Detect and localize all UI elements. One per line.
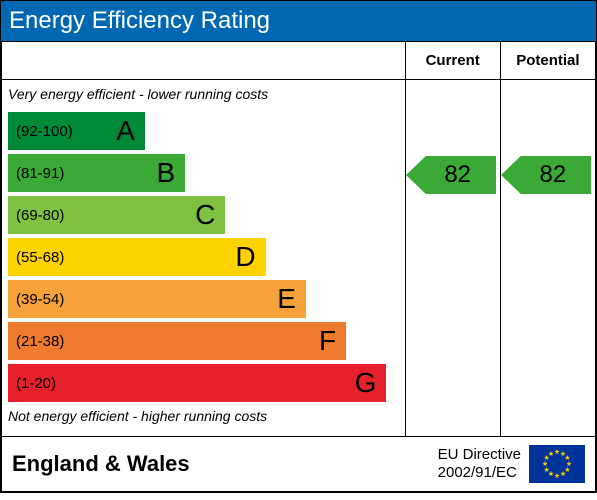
footer: England & Wales EU Directive 2002/91/EC … [2, 437, 595, 491]
current-score: 82 [406, 156, 496, 194]
potential-cell: 82 [500, 80, 595, 437]
band-bar-f: (21-38) F [8, 322, 346, 360]
band-bar-g: (1-20) G [8, 364, 386, 402]
band-range: (92-100) [16, 123, 73, 140]
band-letter: E [277, 283, 306, 315]
band-bar-a: (92-100) A [8, 112, 145, 150]
directive-line2: 2002/91/EC [438, 464, 517, 481]
potential-header: Potential [500, 42, 595, 80]
eu-star-icon: ★ [560, 470, 566, 478]
current-cell: 82 [405, 80, 500, 437]
band-bar-e: (39-54) E [8, 280, 306, 318]
region-label: England & Wales [12, 451, 438, 477]
band-letter: G [355, 367, 387, 399]
band-letter: C [195, 199, 225, 231]
current-header: Current [405, 42, 500, 80]
epc-chart: Energy Efficiency Rating Current Potenti… [0, 0, 597, 493]
bars-host: (92-100) A (81-91) B (69-80) C (55-68) D (39-54)… [2, 112, 405, 402]
eu-star-icon: ★ [554, 472, 560, 480]
bars-header-cell [2, 42, 406, 80]
bars-cell: Very energy efficient - lower running co… [2, 80, 406, 437]
rating-table: Current Potential Very energy efficient … [1, 41, 596, 492]
band-range: (55-68) [16, 249, 64, 266]
band-letter: D [235, 241, 265, 273]
directive-label: EU Directive 2002/91/EC [438, 446, 521, 482]
potential-score: 82 [501, 156, 591, 194]
band-letter: B [156, 157, 185, 189]
band-letter: A [116, 115, 145, 147]
band-bar-c: (69-80) C [8, 196, 225, 234]
potential-arrow: 82 [501, 156, 591, 194]
band-range: (21-38) [16, 333, 64, 350]
caption-bottom: Not energy efficient - higher running co… [2, 406, 405, 430]
current-arrow: 82 [406, 156, 496, 194]
footer-cell: England & Wales EU Directive 2002/91/EC … [2, 437, 596, 492]
eu-star-icon: ★ [548, 450, 554, 458]
band-range: (81-91) [16, 165, 64, 182]
band-letter: F [319, 325, 346, 357]
title-bar: Energy Efficiency Rating [1, 1, 596, 41]
eu-flag-icon: ★★★★★★★★★★★★ [529, 445, 585, 483]
band-range: (1-20) [16, 375, 56, 392]
caption-top: Very energy efficient - lower running co… [2, 84, 405, 108]
band-bar-d: (55-68) D [8, 238, 266, 276]
band-range: (39-54) [16, 291, 64, 308]
directive-line1: EU Directive [438, 446, 521, 463]
band-range: (69-80) [16, 207, 64, 224]
band-bar-b: (81-91) B [8, 154, 185, 192]
